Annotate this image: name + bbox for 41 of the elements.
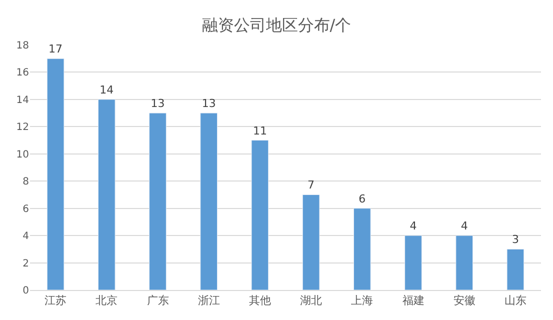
data-label: 4 bbox=[460, 220, 468, 233]
data-label: 7 bbox=[308, 178, 315, 192]
bar bbox=[302, 194, 320, 290]
x-tick-label: 江苏 bbox=[44, 294, 67, 308]
x-tick-label: 山东 bbox=[504, 294, 526, 308]
y-tick-label: 18 bbox=[16, 40, 29, 52]
x-tick-label: 北京 bbox=[96, 294, 118, 308]
bar bbox=[251, 140, 269, 290]
y-tick-label: 14 bbox=[16, 94, 29, 106]
x-tick-label: 上海 bbox=[351, 294, 374, 308]
bar bbox=[46, 58, 64, 290]
y-tick-label: 2 bbox=[22, 258, 29, 270]
data-label: 13 bbox=[150, 97, 165, 110]
x-tick-label: 福建 bbox=[402, 294, 424, 308]
data-label: 4 bbox=[410, 220, 417, 233]
y-tick-label: 10 bbox=[16, 149, 29, 160]
chart-title: 融资公司地区分布/个 bbox=[202, 15, 352, 34]
y-tick-label: 8 bbox=[22, 176, 29, 188]
x-tick-label: 其他 bbox=[248, 294, 271, 308]
data-label: 6 bbox=[358, 192, 366, 206]
bar bbox=[353, 208, 371, 290]
x-tick-label: 广东 bbox=[146, 294, 169, 308]
bar bbox=[456, 235, 474, 290]
bar bbox=[200, 112, 218, 290]
x-tick-label: 安徽 bbox=[453, 294, 476, 308]
data-label: 17 bbox=[48, 42, 63, 56]
bar bbox=[98, 99, 116, 290]
data-label: 14 bbox=[100, 83, 114, 96]
y-tick-label: 6 bbox=[22, 204, 29, 215]
bar bbox=[404, 235, 422, 290]
x-tick-label: 浙江 bbox=[198, 294, 220, 308]
y-tick-label: 16 bbox=[16, 68, 29, 79]
x-tick-label: 湖北 bbox=[300, 294, 322, 308]
y-tick-label: 4 bbox=[22, 231, 29, 242]
y-tick-label: 0 bbox=[22, 286, 29, 296]
bar bbox=[149, 112, 166, 290]
y-tick-label: 12 bbox=[16, 122, 29, 134]
data-label: 13 bbox=[202, 97, 216, 110]
data-label: 11 bbox=[252, 124, 267, 138]
bar bbox=[506, 248, 524, 290]
data-label: 3 bbox=[512, 233, 519, 246]
